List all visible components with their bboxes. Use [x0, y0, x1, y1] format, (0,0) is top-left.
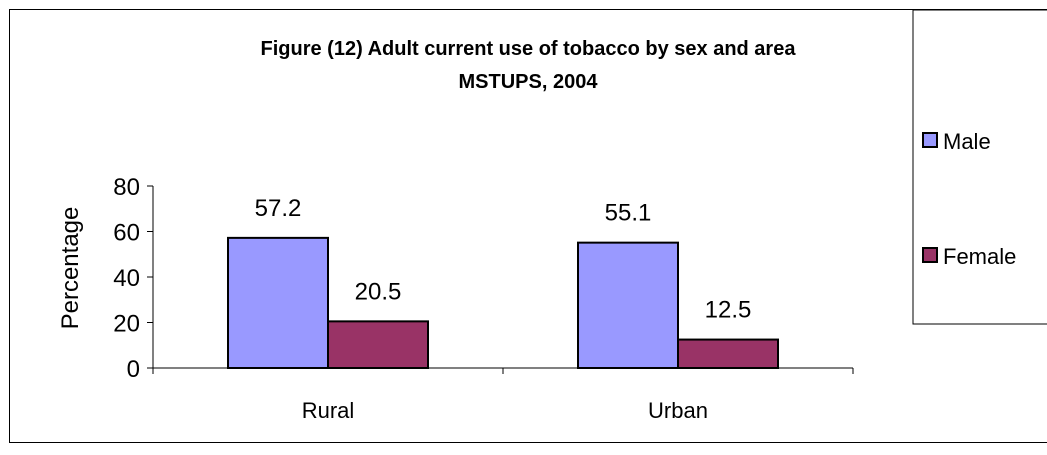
data-label: 12.5: [705, 297, 752, 324]
data-label: 20.5: [355, 278, 402, 305]
plot-area: 57.2 20.5 55.1 12.5 0 20 40 60 80 Rural Urban: [113, 174, 854, 423]
bar-male-urban: [577, 241, 679, 370]
y-tick-label: 80: [113, 174, 140, 201]
y-tick-label: 60: [113, 220, 140, 247]
bar-female-rural: [327, 320, 429, 369]
legend: Male Female: [912, 9, 1047, 325]
legend-swatch-female: [922, 247, 938, 263]
y-axis-title: Percentage: [57, 207, 84, 330]
legend-box: [912, 9, 1047, 325]
chart-frame: [9, 9, 1047, 443]
legend-label-male: Male: [943, 129, 991, 154]
x-category-label: Rural: [302, 398, 355, 423]
y-tick-label: 20: [113, 311, 140, 338]
legend-swatch-male: [922, 132, 938, 148]
bar-male-rural: [227, 236, 329, 369]
data-label: 57.2: [255, 195, 302, 222]
x-category-label: Urban: [648, 398, 708, 423]
data-label: 55.1: [605, 200, 652, 227]
chart-subtitle: MSTUPS, 2004: [459, 71, 599, 93]
bar-female-urban: [677, 338, 779, 369]
y-tick-label: 40: [113, 265, 140, 292]
y-tick-label: 0: [127, 356, 140, 383]
legend-label-female: Female: [943, 244, 1016, 269]
chart-title: Figure (12) Adult current use of tobacco…: [261, 38, 797, 60]
